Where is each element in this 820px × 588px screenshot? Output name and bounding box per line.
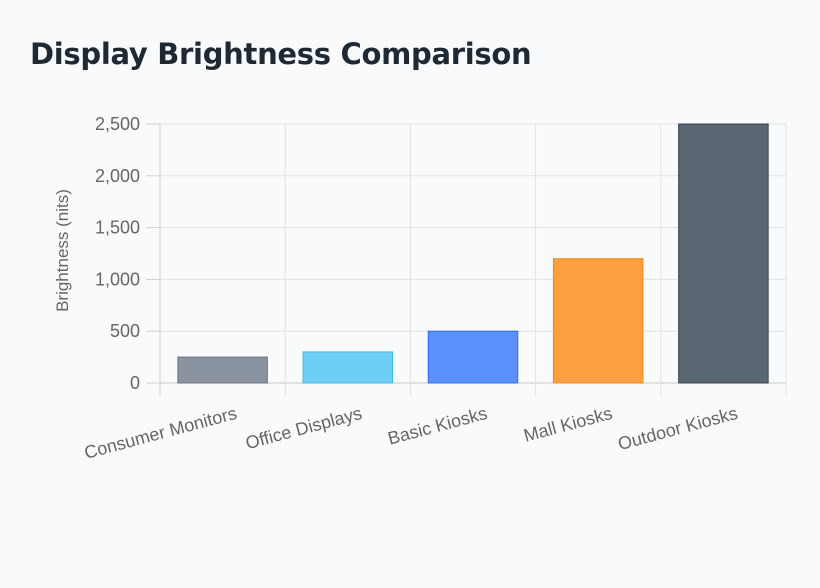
chart-title: Display Brightness Comparison	[30, 37, 532, 71]
bar-mall-kiosks	[552, 258, 644, 384]
x-tick-label: Office Displays	[243, 403, 364, 453]
bar-consumer-monitors	[177, 356, 268, 384]
y-tick-label: 2,000	[95, 166, 140, 186]
y-tick-label: 2,500	[95, 114, 140, 134]
bar-outdoor-kiosks	[678, 123, 769, 384]
x-tick-label: Basic Kiosks	[386, 403, 490, 449]
y-tick-label: 0	[130, 373, 140, 393]
x-tick-label: Consumer Monitors	[82, 403, 239, 463]
y-tick-label: 500	[110, 321, 140, 341]
x-axis-ticks: Consumer Monitors Office Displays Basic Ki…	[82, 403, 740, 463]
x-tick-label: Mall Kiosks	[521, 403, 614, 446]
bars	[177, 123, 769, 384]
bar-basic-kiosks	[427, 330, 519, 384]
x-tick-label: Outdoor Kiosks	[616, 403, 740, 454]
bar-office-displays	[302, 351, 394, 384]
y-tick-label: 1,000	[95, 269, 140, 289]
y-tick-label: 1,500	[95, 218, 140, 238]
y-axis-ticks: 0 500 1,000 1,500 2,000 2,500	[95, 114, 140, 393]
y-axis-title: Brightness (nits)	[53, 189, 72, 312]
